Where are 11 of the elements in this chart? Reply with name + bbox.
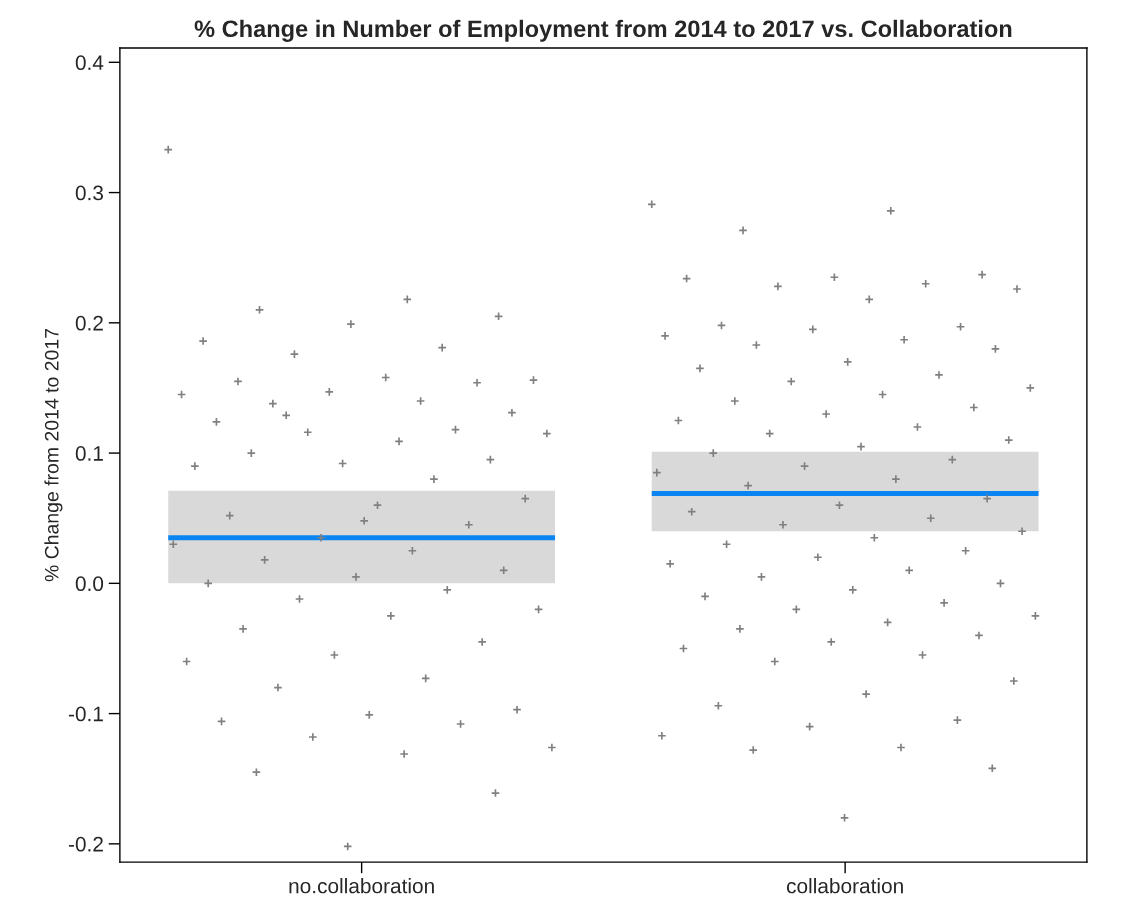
y-tick-label: -0.1: [68, 706, 103, 722]
x-tick-label: no.collaboration: [289, 878, 434, 894]
y-tick-label: 0.0: [75, 576, 104, 592]
y-tick-label: 0.3: [75, 185, 103, 201]
x-tick-label: collaboration: [786, 878, 903, 894]
y-axis-title: % Change from 2014 to 2017: [44, 328, 63, 582]
chart-title: % Change in Number of Employment from 2014 to 2017 vs. Collaboration: [194, 19, 1012, 42]
y-tick-label: -0.2: [68, 836, 103, 852]
y-tick-label: 0.4: [75, 55, 104, 71]
y-tick-label: 0.2: [75, 315, 103, 331]
y-tick-label: 0.1: [75, 446, 103, 461]
